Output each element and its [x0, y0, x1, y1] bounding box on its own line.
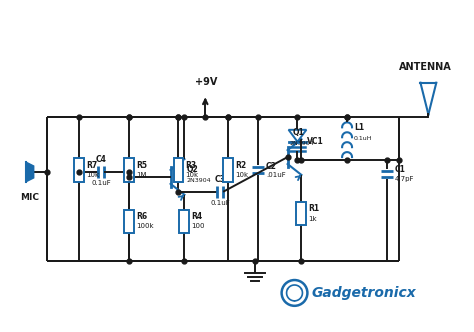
Bar — [173, 158, 183, 182]
Text: 1M: 1M — [136, 172, 146, 178]
Text: Q1: Q1 — [292, 128, 304, 137]
Text: C4: C4 — [96, 155, 107, 164]
Text: C2: C2 — [266, 161, 277, 171]
Text: 0.1uH: 0.1uH — [354, 136, 373, 141]
Text: 1k: 1k — [309, 215, 317, 221]
Text: 2N3904: 2N3904 — [186, 178, 211, 183]
Bar — [180, 209, 190, 233]
Text: C3: C3 — [215, 175, 226, 184]
Text: C1: C1 — [395, 165, 406, 175]
Text: R2: R2 — [235, 160, 246, 170]
Text: Q2: Q2 — [186, 165, 198, 174]
Bar — [124, 209, 134, 233]
Text: 4.7pF: 4.7pF — [395, 176, 414, 182]
Text: 10k: 10k — [86, 172, 100, 178]
Text: 100: 100 — [191, 223, 205, 229]
Bar — [124, 158, 134, 182]
Text: R7: R7 — [86, 160, 98, 170]
Text: R4: R4 — [191, 212, 202, 221]
Text: R1: R1 — [309, 204, 319, 213]
Text: R5: R5 — [136, 160, 147, 170]
Bar — [297, 202, 306, 225]
Text: VC1: VC1 — [308, 137, 324, 146]
Bar — [74, 158, 84, 182]
Text: Gadgetronicx: Gadgetronicx — [311, 286, 416, 300]
Text: .01uF: .01uF — [266, 172, 285, 178]
Text: 2N3904: 2N3904 — [290, 141, 314, 146]
Text: 0.1uF: 0.1uF — [210, 200, 230, 206]
Text: +9V: +9V — [195, 77, 218, 87]
Text: ANTENNA: ANTENNA — [399, 62, 451, 72]
Polygon shape — [26, 162, 34, 182]
Text: R3: R3 — [185, 160, 197, 170]
Text: 100k: 100k — [136, 223, 154, 229]
Text: 0.1uF: 0.1uF — [91, 180, 111, 186]
Text: 10k: 10k — [185, 172, 199, 178]
Text: L1: L1 — [354, 123, 364, 132]
Bar — [223, 158, 233, 182]
Text: MIC: MIC — [20, 193, 39, 202]
Text: R6: R6 — [136, 212, 147, 221]
Text: 10k: 10k — [235, 172, 248, 178]
